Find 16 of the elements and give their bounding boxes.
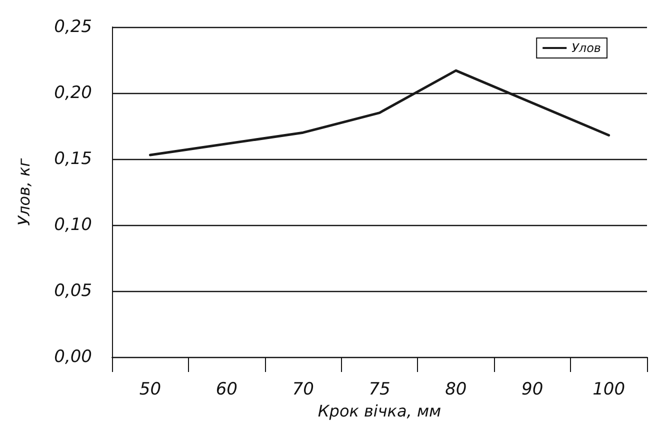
- x-tick-label: 50: [139, 380, 162, 400]
- x-tick-label: 100: [592, 380, 626, 400]
- x-axis-title: Крок вічка, мм: [318, 401, 442, 420]
- y-axis-title: Улов, кг: [14, 158, 34, 226]
- y-tick-label: 0,05: [54, 281, 92, 301]
- x-tick-label: 70: [292, 380, 314, 400]
- y-tick-label: 0,10: [54, 215, 92, 235]
- legend-label: Улов: [572, 41, 602, 55]
- y-tick-label: 0,00: [54, 347, 92, 367]
- y-tick-label: 0,20: [54, 83, 92, 103]
- x-tick-label: 75: [368, 380, 390, 400]
- y-tick-label: 0,15: [54, 149, 92, 169]
- x-tick-label: 80: [445, 380, 467, 400]
- x-tick-label: 60: [216, 380, 238, 400]
- x-tick-label: 90: [522, 380, 544, 400]
- y-tick-label: 0,25: [54, 17, 92, 37]
